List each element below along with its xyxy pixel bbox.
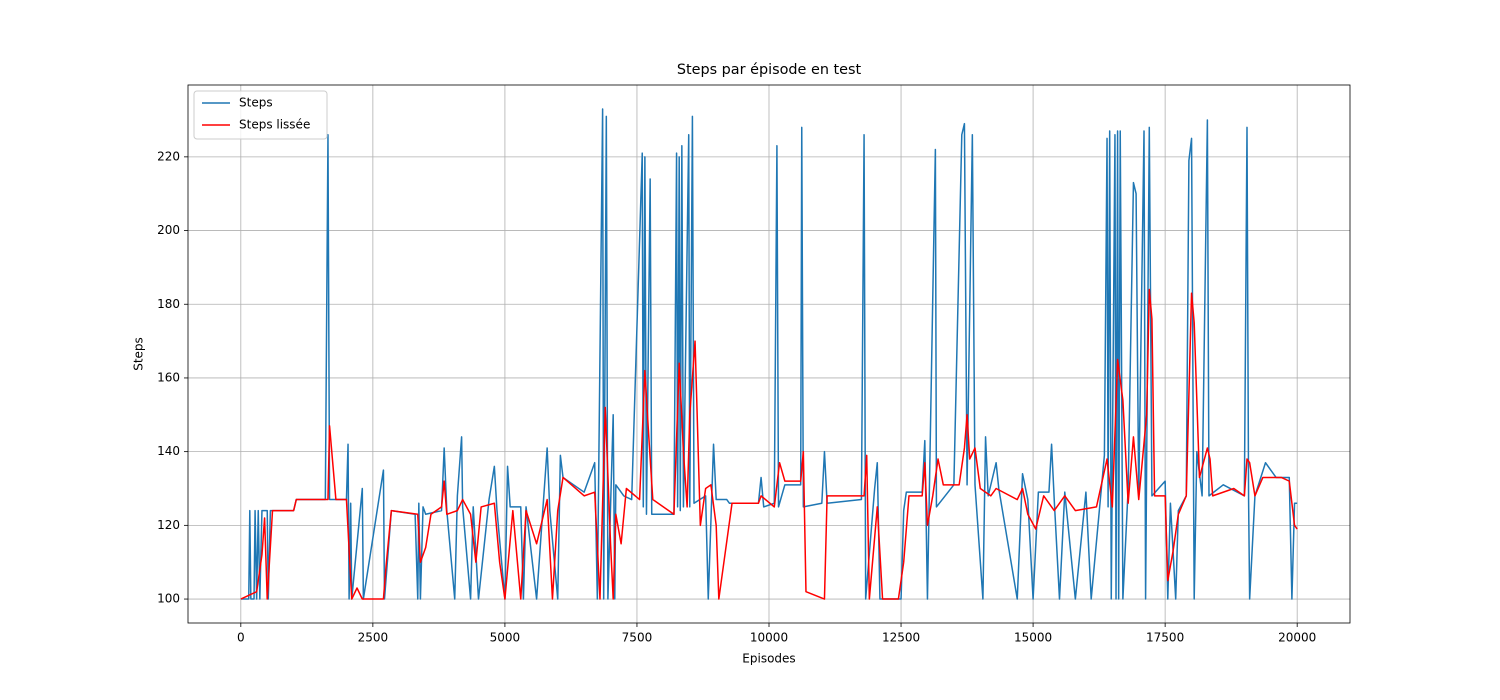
legend-label: Steps lissée — [239, 118, 310, 132]
ticks: 0 2500 5000 7500 10000 12500 15000 17500 20000 10… — [157, 149, 1316, 644]
y-tick-label: 140 — [157, 444, 180, 458]
y-tick-label: 160 — [157, 370, 180, 384]
x-tick-label: 15000 — [1014, 631, 1052, 645]
y-axis-label: Steps — [132, 337, 146, 371]
series-line — [240, 288, 1298, 600]
x-tick-label: 12500 — [882, 631, 920, 645]
y-tick-label: 200 — [157, 223, 180, 237]
x-tick-label: 5000 — [490, 631, 521, 645]
y-tick-label: 180 — [157, 297, 180, 311]
x-tick-label: 2500 — [358, 631, 389, 645]
x-tick-label: 0 — [237, 631, 245, 645]
y-tick-label: 100 — [157, 592, 180, 606]
y-tick-label: 220 — [157, 149, 180, 163]
x-tick-label: 7500 — [622, 631, 653, 645]
x-tick-label: 17500 — [1146, 631, 1184, 645]
plot-lines — [240, 108, 1298, 600]
y-tick-label: 120 — [157, 518, 180, 532]
x-axis-label: Episodes — [742, 652, 795, 666]
x-tick-label: 20000 — [1278, 631, 1316, 645]
chart-title: Steps par épisode en test — [677, 62, 862, 78]
x-tick-label: 10000 — [750, 631, 788, 645]
grid — [188, 85, 1350, 623]
legend-label: Steps — [239, 96, 273, 110]
legend: Steps Steps lissée — [193, 90, 328, 140]
